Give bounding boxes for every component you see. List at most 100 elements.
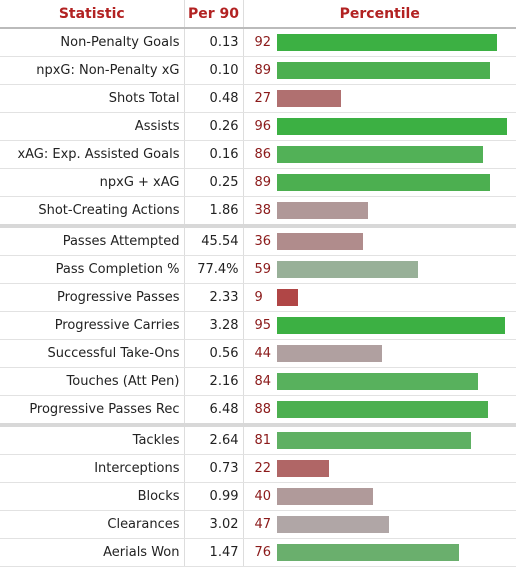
- percentile-bar-track: [276, 544, 516, 561]
- percentile-cell: 47: [243, 510, 516, 539]
- percentile-bar: [276, 488, 373, 505]
- percentile-value: 36: [254, 234, 272, 249]
- percentile-cell: 59: [243, 255, 516, 284]
- percentile-cell: 38: [243, 196, 516, 227]
- stat-name: Interceptions: [0, 454, 185, 483]
- header-row: Statistic Per 90 Percentile: [0, 0, 516, 29]
- table-row: npxG + xAG 0.25 89: [0, 168, 516, 197]
- percentile-cell: 89: [243, 168, 516, 197]
- per90-value: 1.47: [184, 538, 244, 567]
- table-row: Progressive Passes 2.33 9: [0, 283, 516, 312]
- percentile-bar-track: [276, 202, 516, 219]
- percentile-cell: 92: [243, 28, 516, 57]
- percentile-bar: [276, 345, 383, 362]
- stat-name: Passes Attempted: [0, 224, 185, 256]
- percentile-bar: [276, 544, 459, 561]
- per90-value: 2.16: [184, 367, 244, 396]
- percentile-value: 92: [254, 35, 272, 50]
- percentile-bar: [276, 516, 390, 533]
- percentile-cell: 95: [243, 311, 516, 340]
- percentile-bar-track: [276, 233, 516, 250]
- percentile-value: 86: [254, 147, 272, 162]
- percentile-bar-track: [276, 261, 516, 278]
- stat-name: Shot-Creating Actions: [0, 196, 185, 227]
- table-row: Aerials Won 1.47 76: [0, 538, 516, 567]
- stat-name: npxG + xAG: [0, 168, 185, 197]
- percentile-bar-track: [276, 516, 516, 533]
- percentile-value: 76: [254, 545, 272, 560]
- table-row: Shots Total 0.48 27: [0, 84, 516, 113]
- percentile-cell: 22: [243, 454, 516, 483]
- percentile-bar: [276, 373, 479, 390]
- per90-value: 2.64: [184, 423, 244, 455]
- header-percentile[interactable]: Percentile: [243, 0, 516, 29]
- percentile-bar-track: [276, 174, 516, 191]
- percentile-cell: 40: [243, 482, 516, 511]
- per90-value: 0.48: [184, 84, 244, 113]
- per90-value: 0.56: [184, 339, 244, 368]
- percentile-bar-track: [276, 345, 516, 362]
- stat-name: Non-Penalty Goals: [0, 28, 185, 57]
- stat-name: Aerials Won: [0, 538, 185, 567]
- stat-name: Touches (Att Pen): [0, 367, 185, 396]
- percentile-bar: [276, 289, 299, 306]
- percentile-bar-track: [276, 373, 516, 390]
- percentile-value: 59: [254, 262, 272, 277]
- percentile-bar-track: [276, 488, 516, 505]
- per90-value: 0.10: [184, 56, 244, 85]
- header-per90[interactable]: Per 90: [184, 0, 244, 29]
- per90-value: 77.4%: [184, 255, 244, 284]
- table-row: xAG: Exp. Assisted Goals 0.16 86: [0, 140, 516, 169]
- percentile-bar: [276, 261, 419, 278]
- table-header: Statistic Per 90 Percentile: [0, 0, 516, 29]
- percentile-cell: 9: [243, 283, 516, 312]
- percentile-bar: [276, 460, 330, 477]
- percentile-bar-track: [276, 317, 516, 334]
- percentile-cell: 96: [243, 112, 516, 141]
- per90-value: 6.48: [184, 395, 244, 426]
- table-row: Touches (Att Pen) 2.16 84: [0, 367, 516, 396]
- stat-name: Tackles: [0, 423, 185, 455]
- table-row: Tackles 2.64 81: [0, 423, 516, 455]
- table-row: Non-Penalty Goals 0.13 92: [0, 28, 516, 57]
- table-row: Blocks 0.99 40: [0, 482, 516, 511]
- percentile-bar: [276, 233, 363, 250]
- percentile-bar-track: [276, 118, 516, 135]
- percentile-value: 95: [254, 318, 272, 333]
- stat-name: Progressive Passes Rec: [0, 395, 185, 426]
- per90-value: 3.02: [184, 510, 244, 539]
- table-row: Assists 0.26 96: [0, 112, 516, 141]
- percentile-value: 96: [254, 119, 272, 134]
- percentile-cell: 81: [243, 423, 516, 455]
- percentile-bar: [276, 432, 471, 449]
- per90-value: 0.73: [184, 454, 244, 483]
- percentile-value: 38: [254, 203, 272, 218]
- stat-name: Progressive Passes: [0, 283, 185, 312]
- stat-name: Pass Completion %: [0, 255, 185, 284]
- table-row: Interceptions 0.73 22: [0, 454, 516, 483]
- per90-value: 0.26: [184, 112, 244, 141]
- table-row: Progressive Carries 3.28 95: [0, 311, 516, 340]
- table-row: Pass Completion % 77.4% 59: [0, 255, 516, 284]
- table-row: Shot-Creating Actions 1.86 38: [0, 196, 516, 227]
- percentile-cell: 88: [243, 395, 516, 426]
- per90-value: 0.99: [184, 482, 244, 511]
- percentile-bar: [276, 146, 483, 163]
- percentile-bar-track: [276, 289, 516, 306]
- percentile-bar: [276, 34, 498, 51]
- stat-name: Clearances: [0, 510, 185, 539]
- percentile-cell: 86: [243, 140, 516, 169]
- percentile-bar-track: [276, 146, 516, 163]
- table-body: Non-Penalty Goals 0.13 92 npxG: Non-Penalty…: [0, 28, 516, 567]
- percentile-bar-track: [276, 34, 516, 51]
- percentile-bar: [276, 90, 342, 107]
- percentile-bar-track: [276, 90, 516, 107]
- percentile-cell: 84: [243, 367, 516, 396]
- percentile-value: 40: [254, 489, 272, 504]
- header-statistic[interactable]: Statistic: [0, 0, 185, 29]
- percentile-bar: [276, 62, 491, 79]
- per90-value: 0.16: [184, 140, 244, 169]
- percentile-value: 44: [254, 346, 272, 361]
- table-row: Successful Take-Ons 0.56 44: [0, 339, 516, 368]
- percentile-bar-track: [276, 460, 516, 477]
